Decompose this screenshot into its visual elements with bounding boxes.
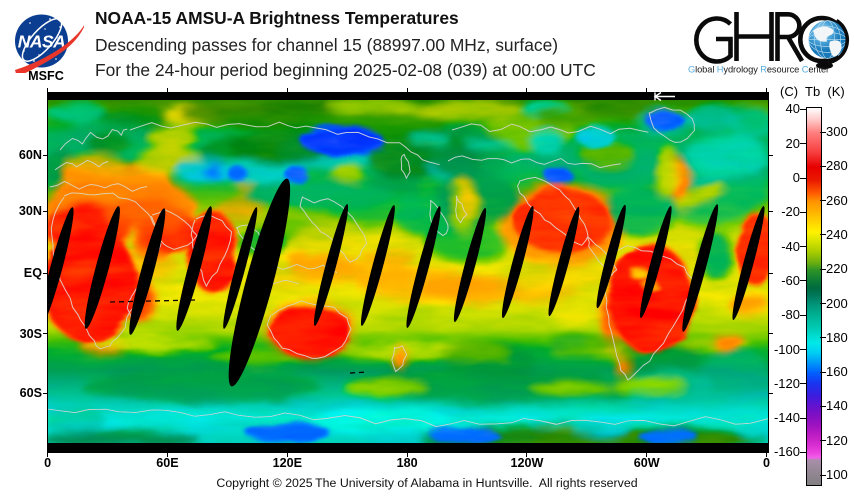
svg-text:NASA: NASA: [18, 32, 66, 52]
svg-text:Global Hydrology Resource Cent: Global Hydrology Resource Center: [688, 65, 829, 75]
